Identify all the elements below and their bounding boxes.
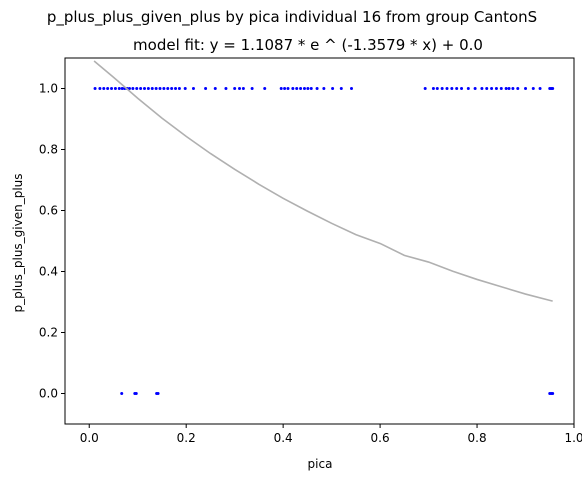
data-point (170, 87, 174, 90)
data-point (154, 87, 158, 90)
data-point (315, 87, 319, 90)
data-point (473, 87, 477, 90)
data-point (191, 87, 195, 90)
data-point (250, 87, 254, 90)
data-point (504, 87, 508, 90)
data-point (150, 87, 154, 90)
y-tick-label: 0.8 (39, 143, 58, 157)
data-point (233, 87, 237, 90)
data-point (299, 87, 303, 90)
data-point (177, 87, 181, 90)
data-point (445, 87, 449, 90)
data-point (309, 87, 313, 90)
fit-curve-line (93, 60, 553, 302)
data-point (306, 87, 310, 90)
data-point (158, 87, 162, 90)
data-point (213, 87, 217, 90)
data-point (102, 87, 106, 90)
x-axis-label: pica (308, 457, 333, 471)
data-point (440, 87, 444, 90)
y-axis-label: p_plus_plus_given_plus (11, 173, 25, 312)
data-point (423, 87, 427, 90)
x-tick-label: 0.8 (468, 431, 487, 445)
data-point (551, 87, 555, 90)
data-point (516, 87, 520, 90)
data-point (131, 87, 135, 90)
data-point (224, 87, 228, 90)
data-point (538, 87, 542, 90)
data-point (480, 87, 484, 90)
data-point (263, 87, 267, 90)
data-point (524, 87, 528, 90)
x-tick-label: 0.4 (274, 431, 293, 445)
data-point (134, 392, 138, 395)
data-point (322, 87, 326, 90)
data-point (127, 87, 131, 90)
chart-subtitle: model fit: y = 1.1087 * e ^ (-1.3579 * x… (133, 36, 483, 54)
data-point (431, 87, 435, 90)
data-point (139, 87, 143, 90)
data-point (106, 87, 110, 90)
data-point (291, 87, 295, 90)
data-point (204, 87, 208, 90)
y-tick-label: 0.0 (39, 387, 58, 401)
data-point (279, 87, 283, 90)
y-tick-label: 1.0 (39, 82, 58, 96)
data-point (455, 87, 459, 90)
data-point (238, 87, 242, 90)
x-tick-label: 0.0 (80, 431, 99, 445)
data-point (460, 87, 464, 90)
data-point (135, 87, 139, 90)
data-point (146, 87, 150, 90)
x-tick-label: 1.0 (564, 431, 582, 445)
data-point (339, 87, 343, 90)
data-point (93, 87, 97, 90)
y-tick-label: 0.4 (39, 265, 58, 279)
data-point (450, 87, 454, 90)
data-point (349, 87, 353, 90)
data-point (183, 87, 187, 90)
data-point (494, 87, 498, 90)
data-point (120, 392, 124, 395)
data-point (511, 87, 515, 90)
data-point (551, 392, 555, 395)
y-tick-label: 0.6 (39, 204, 58, 218)
data-point (485, 87, 489, 90)
data-point (435, 87, 439, 90)
chart-title: p_plus_plus_given_plus by pica individua… (47, 8, 537, 27)
x-tick-label: 0.2 (177, 431, 196, 445)
data-point (120, 87, 124, 90)
data-point (166, 87, 170, 90)
data-point (507, 87, 511, 90)
data-point (466, 87, 470, 90)
data-point (302, 87, 306, 90)
data-point (110, 87, 114, 90)
data-point (286, 87, 290, 90)
data-point (283, 87, 287, 90)
data-point (143, 87, 146, 90)
data-point (241, 87, 245, 90)
data-point (156, 392, 160, 395)
plot-area (65, 58, 574, 424)
data-point (98, 87, 102, 90)
data-point (531, 87, 535, 90)
data-point (295, 87, 299, 90)
x-tick-label: 0.6 (371, 431, 390, 445)
y-tick-label: 0.2 (39, 326, 58, 340)
data-point (331, 87, 335, 90)
data-point (162, 87, 166, 90)
data-point (174, 87, 178, 90)
data-point (490, 87, 494, 90)
data-point (117, 87, 121, 90)
data-point (113, 87, 117, 90)
axes-frame (64, 57, 575, 425)
data-point (499, 87, 503, 90)
